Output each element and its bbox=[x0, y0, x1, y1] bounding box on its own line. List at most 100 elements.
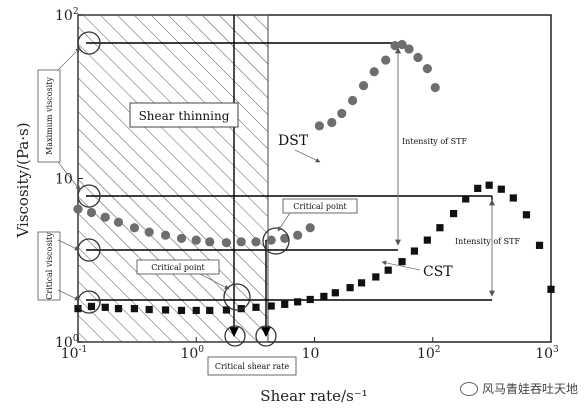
critical-point-bottom-leader bbox=[199, 273, 230, 290]
dst-point bbox=[100, 212, 110, 222]
dst-point bbox=[348, 95, 358, 106]
cst-point bbox=[423, 236, 431, 244]
cst-point bbox=[161, 306, 170, 314]
critical-viscosity-leader bbox=[57, 239, 80, 251]
x-tick-label: 10 bbox=[302, 346, 320, 362]
x-axis-ticks: 10-1 100 10 102 103 bbox=[61, 337, 559, 362]
dst-point bbox=[113, 217, 124, 227]
dst-point bbox=[397, 39, 407, 50]
dst-point bbox=[413, 52, 423, 63]
cst-point bbox=[114, 305, 123, 313]
dst-point bbox=[191, 235, 201, 245]
cst-point bbox=[145, 305, 153, 314]
dst-point bbox=[404, 44, 414, 54]
dst-point bbox=[314, 121, 324, 131]
cst-leader bbox=[381, 260, 421, 271]
dst-point bbox=[430, 82, 440, 93]
cst-point bbox=[331, 289, 339, 297]
cst-point bbox=[87, 302, 96, 311]
cst-point bbox=[192, 306, 200, 315]
critical-shear-rate-box bbox=[207, 356, 297, 376]
cst-point bbox=[306, 295, 314, 304]
dst-point bbox=[176, 233, 187, 244]
x-tick-label: 100 bbox=[180, 345, 204, 362]
dst-point bbox=[221, 238, 232, 248]
cst-point bbox=[410, 247, 419, 255]
cst-point bbox=[74, 305, 82, 313]
cst-point bbox=[130, 305, 139, 313]
critical-point-top-label: Critical point bbox=[293, 202, 347, 211]
cst-point bbox=[509, 194, 517, 202]
cst-point bbox=[384, 266, 392, 274]
x-tick-label: 102 bbox=[417, 345, 441, 362]
chat-bubble-icon bbox=[459, 381, 478, 396]
dst-point bbox=[266, 235, 276, 245]
cst-point bbox=[177, 306, 186, 315]
cst-point bbox=[474, 184, 482, 192]
y-tick-label: 10 bbox=[55, 172, 73, 188]
dst-point bbox=[327, 117, 337, 128]
dst-point bbox=[293, 230, 303, 240]
intensity-cst-label: Intensity of STF bbox=[455, 237, 520, 246]
maximum-viscosity-leader bbox=[57, 47, 81, 71]
dst-point bbox=[390, 40, 400, 51]
cst-point bbox=[372, 273, 380, 281]
watermark-text: 风马眚娃吞吐天地 bbox=[481, 382, 578, 396]
reference-lines bbox=[86, 15, 493, 337]
cst-point bbox=[398, 258, 406, 266]
x-axis-title: Shear rate/s⁻¹ bbox=[260, 387, 367, 405]
cst-point bbox=[281, 300, 289, 308]
cst-point bbox=[497, 185, 505, 193]
cst-label: CST bbox=[423, 264, 453, 280]
maximum-viscosity-leader-2 bbox=[57, 161, 81, 191]
dst-point bbox=[160, 230, 171, 240]
x-tick-label: 103 bbox=[535, 345, 559, 362]
dst-point bbox=[236, 237, 246, 247]
series-dst bbox=[73, 39, 440, 248]
dst-point bbox=[369, 67, 379, 77]
cst-point bbox=[522, 211, 531, 219]
dst-point bbox=[129, 223, 140, 233]
critical-point-bottom-label: Critical point bbox=[151, 263, 205, 272]
cst-point bbox=[222, 306, 231, 314]
dst-point bbox=[73, 204, 83, 214]
dst-point bbox=[280, 233, 290, 244]
cst-point bbox=[436, 224, 444, 232]
cst-point bbox=[320, 292, 328, 301]
cst-point bbox=[294, 298, 302, 306]
cst-point bbox=[462, 195, 470, 203]
cst-point bbox=[267, 302, 275, 310]
dst-point bbox=[337, 108, 347, 119]
watermark: 风马眚娃吞吐天地 bbox=[459, 380, 578, 397]
cst-point bbox=[535, 241, 544, 249]
critical-viscosity-leader-2 bbox=[57, 289, 80, 301]
cst-point bbox=[449, 209, 458, 218]
dst-point bbox=[422, 64, 432, 74]
critical-point-top-box bbox=[282, 198, 358, 214]
shear-thinning-label: Shear thinning bbox=[139, 109, 230, 123]
dst-point bbox=[305, 223, 315, 233]
dst-point bbox=[381, 55, 391, 65]
critical-point-top-leader bbox=[277, 212, 291, 232]
cst-point bbox=[547, 285, 555, 293]
y-tick-label: 102 bbox=[55, 7, 79, 24]
cst-point bbox=[485, 181, 493, 189]
critical-viscosity-label: Critical viscosity bbox=[45, 232, 54, 300]
dst-point bbox=[205, 237, 215, 247]
cst-point bbox=[206, 306, 214, 315]
dst-point bbox=[358, 80, 369, 91]
cst-point bbox=[346, 284, 354, 292]
intensity-dst-label: Intensity of STF bbox=[402, 137, 467, 146]
dst-point bbox=[86, 207, 97, 218]
dst-label: DST bbox=[278, 133, 309, 149]
maximum-viscosity-box bbox=[37, 69, 61, 163]
cst-point bbox=[252, 303, 260, 311]
dst-point bbox=[144, 227, 154, 237]
critical-point-bottom-box bbox=[136, 259, 220, 275]
cst-point bbox=[237, 305, 245, 313]
critical-viscosity-box bbox=[37, 231, 61, 301]
y-axis-title: Viscosity/(Pa·s) bbox=[14, 122, 32, 238]
series-cst bbox=[74, 181, 555, 315]
dst-point bbox=[251, 237, 261, 247]
